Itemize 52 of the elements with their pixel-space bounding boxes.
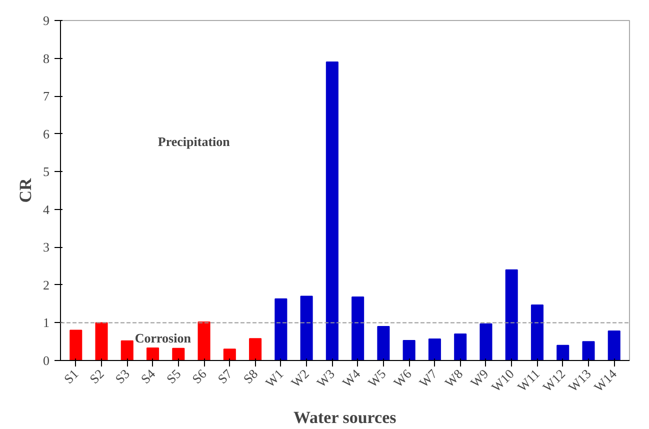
y-tick-label: 0 xyxy=(43,353,50,368)
x-tick-label: S2 xyxy=(86,366,107,387)
bar xyxy=(582,341,595,360)
bar xyxy=(505,269,518,360)
y-tick-label: 7 xyxy=(43,88,50,104)
x-tick-label: W1 xyxy=(262,366,286,390)
annotation: Corrosion xyxy=(134,330,192,346)
bar xyxy=(556,344,570,360)
y-tick-label: 9 xyxy=(43,13,50,28)
y-tick-label: 1 xyxy=(43,315,50,330)
bar xyxy=(146,348,160,360)
bar xyxy=(377,326,390,360)
bar xyxy=(608,330,620,360)
y-tick-label: 5 xyxy=(43,164,50,180)
y-tick-label: 3 xyxy=(43,240,50,255)
x-tick-label: S7 xyxy=(214,366,236,387)
y-tick-label: 6 xyxy=(43,126,50,142)
bar xyxy=(326,62,338,360)
x-tick-label: W7 xyxy=(416,366,440,390)
bar xyxy=(274,298,288,360)
bar xyxy=(428,338,441,360)
bar xyxy=(402,340,416,360)
y-axis-title: CR xyxy=(16,178,35,203)
x-axis-title: Water sources xyxy=(293,408,397,427)
bar xyxy=(95,322,108,360)
x-tick-label: S8 xyxy=(240,366,261,387)
x-tick-label: S4 xyxy=(138,366,158,387)
x-tick-label: W8 xyxy=(442,366,466,390)
bar xyxy=(120,340,134,360)
y-tick-label: 4 xyxy=(43,202,50,217)
bar xyxy=(352,296,364,360)
x-tick-label: S5 xyxy=(163,366,184,387)
x-tick-label: W2 xyxy=(288,366,312,390)
bar xyxy=(249,338,262,360)
bar xyxy=(70,330,82,360)
bar xyxy=(198,321,210,360)
x-tick-label: W6 xyxy=(390,366,415,390)
x-tick-label: S1 xyxy=(60,366,82,387)
bar xyxy=(454,334,467,360)
y-tick-label: 8 xyxy=(43,50,50,66)
x-tick-label: S3 xyxy=(112,366,132,387)
y-tick-label: 2 xyxy=(43,277,50,292)
bar xyxy=(480,323,492,360)
bar xyxy=(530,304,544,360)
x-tick-label: S6 xyxy=(189,366,210,387)
x-tick-label: W3 xyxy=(314,366,338,390)
x-tick-label: W5 xyxy=(364,366,389,390)
bar xyxy=(223,348,236,360)
bar xyxy=(172,348,185,360)
annotation: Precipitation xyxy=(158,134,231,149)
bar xyxy=(300,296,313,360)
x-tick-label: W4 xyxy=(339,366,364,390)
